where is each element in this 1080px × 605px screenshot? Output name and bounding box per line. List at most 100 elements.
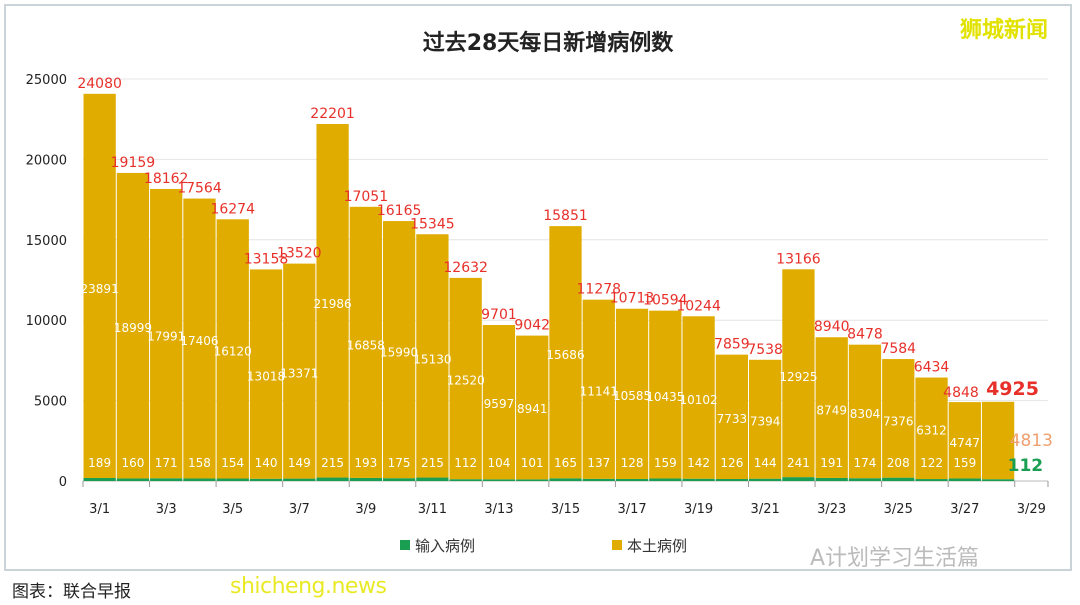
total-value-label: 11278 bbox=[577, 282, 622, 298]
caption: 图表：联合早报 bbox=[12, 582, 131, 602]
imported-value-label: 158 bbox=[188, 456, 211, 470]
bar-local bbox=[915, 377, 948, 480]
x-tick-label: 3/15 bbox=[551, 502, 580, 517]
bar-imported bbox=[83, 477, 116, 481]
imported-value-label: 137 bbox=[587, 456, 610, 470]
total-value-label: 13520 bbox=[277, 246, 322, 262]
x-tick-label: 3/9 bbox=[355, 502, 376, 517]
bar-imported bbox=[715, 478, 749, 481]
bar-local bbox=[882, 359, 915, 478]
local-value-label: 7733 bbox=[717, 412, 748, 426]
local-value-label: 10435 bbox=[646, 390, 684, 404]
imported-value-label: 104 bbox=[487, 456, 510, 470]
local-value-label: 8304 bbox=[850, 407, 881, 421]
local-value-label: 8749 bbox=[816, 404, 847, 418]
bar-local bbox=[249, 269, 283, 479]
bar-imported bbox=[516, 479, 549, 481]
local-value-label: 17991 bbox=[147, 329, 185, 343]
chart-frame bbox=[4, 4, 1072, 571]
watermark-bottom-right: A计划学习生活篇 bbox=[810, 546, 980, 571]
y-tick-label: 25000 bbox=[26, 73, 67, 88]
bar-imported bbox=[915, 479, 948, 481]
bar-imported bbox=[116, 478, 150, 481]
total-value-label: 16165 bbox=[377, 203, 422, 219]
legend-label: 输入病例 bbox=[415, 537, 475, 555]
bar-local bbox=[682, 316, 715, 479]
local-value-label: 12925 bbox=[779, 370, 817, 384]
bar-local bbox=[150, 188, 183, 479]
total-value-label: 9701 bbox=[481, 307, 517, 323]
imported-value-label: 189 bbox=[88, 456, 111, 470]
bar-local bbox=[582, 299, 615, 479]
legend-label: 本土病例 bbox=[627, 537, 687, 555]
imported-value-label: 191 bbox=[820, 456, 843, 470]
total-value-label: 8940 bbox=[814, 319, 850, 335]
bar-imported bbox=[216, 478, 249, 481]
bar-local bbox=[549, 226, 582, 479]
imported-value-label: 144 bbox=[754, 456, 777, 470]
bar-imported bbox=[549, 478, 582, 481]
total-value-label: 12632 bbox=[443, 260, 488, 276]
bar-imported bbox=[815, 477, 848, 481]
total-value-label: 19159 bbox=[111, 155, 156, 171]
bar-imported bbox=[482, 479, 516, 481]
bar-local bbox=[482, 325, 516, 480]
imported-value-label: 241 bbox=[787, 456, 810, 470]
bar-local bbox=[848, 344, 882, 479]
total-value-label: 13166 bbox=[776, 251, 821, 267]
bar-imported bbox=[615, 478, 649, 481]
bar-local bbox=[283, 263, 316, 479]
bar-imported bbox=[782, 477, 815, 481]
bar-local bbox=[216, 219, 249, 479]
bar-local bbox=[516, 335, 549, 480]
x-tick-label: 3/13 bbox=[484, 502, 513, 517]
total-value-label: 4848 bbox=[943, 385, 979, 401]
bar-local bbox=[649, 310, 682, 479]
local-value-label: 13371 bbox=[280, 366, 318, 380]
imported-value-label: 149 bbox=[288, 456, 311, 470]
local-value-label: 4813 bbox=[1010, 431, 1053, 451]
x-tick-label: 3/5 bbox=[222, 502, 243, 517]
x-tick-label: 3/27 bbox=[950, 502, 979, 517]
bar-local bbox=[382, 221, 416, 479]
imported-value-label: 101 bbox=[521, 456, 544, 470]
bar-imported bbox=[382, 478, 416, 481]
watermark-bottom-left: shicheng.news bbox=[230, 574, 387, 599]
imported-value-label: 208 bbox=[887, 456, 910, 470]
imported-value-label: 193 bbox=[354, 456, 377, 470]
bar-imported bbox=[882, 477, 915, 481]
imported-value-label: 122 bbox=[920, 456, 943, 470]
bar-local bbox=[749, 359, 782, 479]
bar-imported bbox=[582, 478, 615, 481]
imported-value-label: 159 bbox=[654, 456, 677, 470]
y-tick-label: 10000 bbox=[26, 314, 67, 329]
imported-value-label: 171 bbox=[155, 456, 178, 470]
local-value-label: 23891 bbox=[81, 282, 119, 296]
imported-value-label: 215 bbox=[421, 456, 444, 470]
local-value-label: 15686 bbox=[546, 348, 584, 362]
bar-local bbox=[316, 124, 349, 478]
total-value-label: 16274 bbox=[210, 201, 255, 217]
imported-value-label: 154 bbox=[221, 456, 244, 470]
x-tick-label: 3/19 bbox=[684, 502, 713, 517]
y-tick-label: 20000 bbox=[26, 153, 67, 168]
x-tick-label: 3/1 bbox=[89, 502, 110, 517]
bar-local bbox=[83, 93, 116, 478]
x-tick-label: 3/3 bbox=[156, 502, 177, 517]
total-value-label: 22201 bbox=[310, 106, 355, 122]
total-value-label: 18162 bbox=[144, 171, 189, 187]
total-value-label: 10244 bbox=[676, 298, 721, 314]
total-value-label: 15851 bbox=[543, 208, 588, 224]
local-value-label: 13018 bbox=[247, 369, 285, 383]
x-tick-label: 3/17 bbox=[617, 502, 646, 517]
local-value-label: 16858 bbox=[347, 338, 385, 352]
total-value-label: 17051 bbox=[344, 189, 389, 205]
total-value-label: 10713 bbox=[610, 291, 655, 307]
local-value-label: 21986 bbox=[313, 297, 351, 311]
bar-local bbox=[782, 269, 815, 478]
bar-local bbox=[116, 172, 150, 479]
total-value-label: 7538 bbox=[747, 342, 783, 358]
bar-local bbox=[449, 277, 482, 480]
total-value-label: 4925 bbox=[986, 378, 1039, 400]
